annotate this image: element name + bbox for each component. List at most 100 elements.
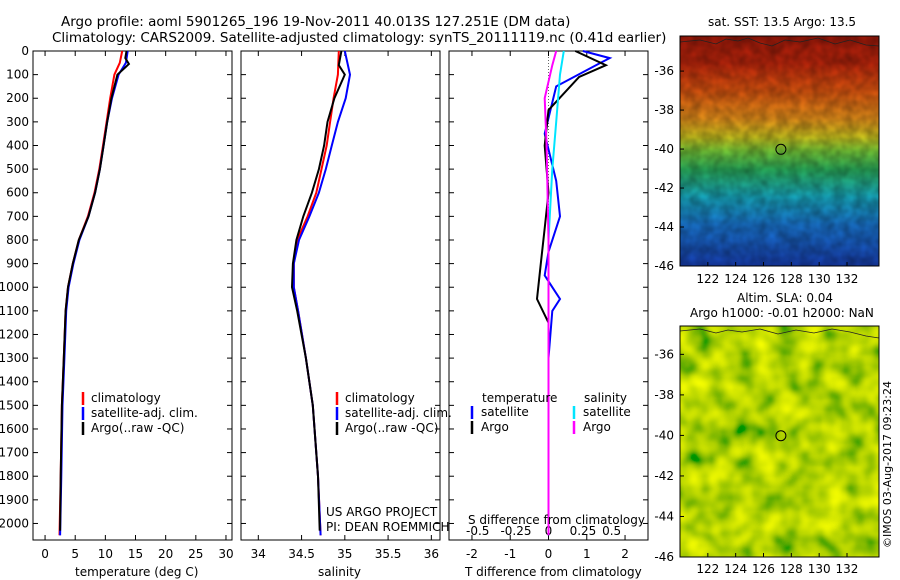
- depth-tick-label: 600: [6, 186, 29, 200]
- depth-tick-label: 700: [6, 209, 29, 223]
- legend-label-s-satellite: satellite: [583, 405, 631, 419]
- sla-map-frame: [679, 325, 880, 558]
- sst-lat-tick-label: -42: [654, 181, 674, 195]
- sst-texture: [680, 36, 879, 266]
- header-line-1: Argo profile: aoml 5901265_196 19-Nov-20…: [61, 14, 570, 30]
- sla-lat-tick-label: -36: [654, 347, 674, 361]
- difference-series-salinity-argo: [543, 50, 558, 536]
- sst-lat-tick-label: -36: [654, 64, 674, 78]
- sst-lon-tick-label: 128: [780, 272, 803, 286]
- depth-tick-label: 900: [6, 257, 29, 271]
- legend-title-temperature: temperature: [482, 391, 557, 405]
- argo-position-marker: [775, 143, 787, 155]
- sla-field: [680, 326, 879, 557]
- salinity-plot-frame: [240, 50, 441, 541]
- depth-tick-label: 800: [6, 233, 29, 247]
- sst-lon-tick-label: 126: [752, 272, 775, 286]
- legend-label-t-satellite: satellite: [481, 405, 529, 419]
- temperature-x-tick-label: 5: [71, 547, 79, 561]
- temperature-x-tick-label: 0: [41, 547, 49, 561]
- sla-lat-tick-label: -38: [654, 388, 674, 402]
- temperature-x-tick-label: 20: [158, 547, 173, 561]
- sla-lat-tick-label: -40: [654, 428, 674, 442]
- depth-tick-label: 0: [21, 44, 29, 58]
- difference-x-tick-label: 1: [583, 547, 591, 561]
- difference-x-tick-label: -2: [466, 547, 478, 561]
- sst-map-title: sat. SST: 13.5 Argo: 13.5: [708, 15, 856, 29]
- temperature-x-tick-label: 15: [128, 547, 143, 561]
- salinity-x-tick-label: 34: [251, 547, 266, 561]
- depth-tick-label: 1200: [0, 327, 29, 341]
- depth-tick-label: 500: [6, 162, 29, 176]
- temperature-x-tick-label: 30: [218, 547, 233, 561]
- sla-lat-tick-label: -46: [654, 550, 674, 564]
- legend-label-argo: Argo(..raw -QC): [345, 421, 438, 435]
- temperature-plot-frame: [32, 50, 233, 541]
- depth-tick-label: 1000: [0, 280, 29, 294]
- difference-top-label: S difference from climatology: [468, 513, 645, 527]
- sst-lat-tick-label: -40: [654, 142, 674, 156]
- sst-lat-tick-label: -44: [654, 220, 674, 234]
- sla-map: [680, 326, 879, 557]
- sla-lat-tick-label: -42: [654, 469, 674, 483]
- sla-lon-tick-label: 124: [724, 562, 747, 576]
- legend-label-argo: Argo(..raw -QC): [91, 421, 184, 435]
- legend-label-satellite: satellite-adj. clim.: [91, 406, 198, 420]
- sst-lon-tick-label: 124: [724, 272, 747, 286]
- project-credit: US ARGO PROJECT: [326, 505, 438, 519]
- sst-lon-tick-label: 130: [808, 272, 831, 286]
- sst-map: [680, 36, 879, 266]
- sla-map-title: Altim. SLA: 0.04: [737, 291, 833, 305]
- difference-legend: temperature satellite Argo salinity sate…: [470, 391, 631, 434]
- legend-label-climatology: climatology: [345, 391, 415, 405]
- legend-label-t-argo: Argo: [481, 420, 509, 434]
- imos-credit: ©IMOS 03-Aug-2017 09:23:24: [881, 381, 894, 548]
- sla-lon-tick-label: 132: [836, 562, 859, 576]
- depth-tick-label: 1800: [0, 469, 29, 483]
- salinity-series-argo-raw-qc-: [290, 50, 346, 531]
- depth-tick-label: 1900: [0, 493, 29, 507]
- coastline: [680, 328, 879, 339]
- sla-lon-tick-label: 122: [696, 562, 719, 576]
- depth-tick-label: 400: [6, 138, 29, 152]
- depth-tick-label: 2000: [0, 516, 29, 530]
- legend-label-climatology: climatology: [91, 391, 161, 405]
- salinity-x-tick-label: 36: [424, 547, 439, 561]
- salinity-x-tick-label: 34.5: [288, 547, 315, 561]
- depth-tick-label: 1600: [0, 422, 29, 436]
- depth-tick-label: 1500: [0, 398, 29, 412]
- depth-tick-label: 200: [6, 91, 29, 105]
- sst-lat-tick-label: -46: [654, 259, 674, 273]
- pi-credit: PI: DEAN ROEMMICH: [326, 520, 449, 534]
- difference-x-tick-label: 2: [621, 547, 629, 561]
- temperature-legend: climatology satellite-adj. clim. Argo(..…: [81, 391, 198, 435]
- depth-tick-label: 1300: [0, 351, 29, 365]
- sla-lon-tick-label: 130: [808, 562, 831, 576]
- legend-label-satellite: satellite-adj. clim.: [345, 406, 452, 420]
- difference-top-tick-label: 0.25: [570, 524, 597, 538]
- salinity-x-tick-label: 35.5: [375, 547, 402, 561]
- temperature-series-argo-raw-qc-: [59, 50, 131, 531]
- sla-map-subtitle: Argo h1000: -0.01 h2000: NaN: [690, 306, 874, 320]
- sla-lon-tick-label: 126: [752, 562, 775, 576]
- sst-map-frame: [679, 35, 880, 267]
- argo-position-marker: [775, 430, 787, 442]
- difference-x-tick-label: -1: [504, 547, 516, 561]
- depth-tick-label: 300: [6, 115, 29, 129]
- salinity-x-tick-label: 35: [337, 547, 352, 561]
- map-axes: 122 124 126 128 130 132 -36 -38 -40 -42 -44 -46 122 1…: [654, 64, 858, 576]
- data-lines: [58, 50, 613, 536]
- difference-x-tick-label: 0: [545, 547, 553, 561]
- header-line-2: Climatology: CARS2009. Satellite-adjuste…: [52, 30, 666, 46]
- sla-lon-tick-label: 128: [780, 562, 803, 576]
- depth-tick-label: 1400: [0, 375, 29, 389]
- salinity-xlabel: salinity: [318, 565, 361, 579]
- coastline: [680, 37, 879, 47]
- depth-tick-label: 100: [6, 68, 29, 82]
- difference-top-tick-label: -0.25: [500, 524, 531, 538]
- depth-tick-label: 1700: [0, 446, 29, 460]
- temperature-xlabel: temperature (deg C): [75, 565, 198, 579]
- legend-label-s-argo: Argo: [583, 420, 611, 434]
- sst-lon-tick-label: 132: [836, 272, 859, 286]
